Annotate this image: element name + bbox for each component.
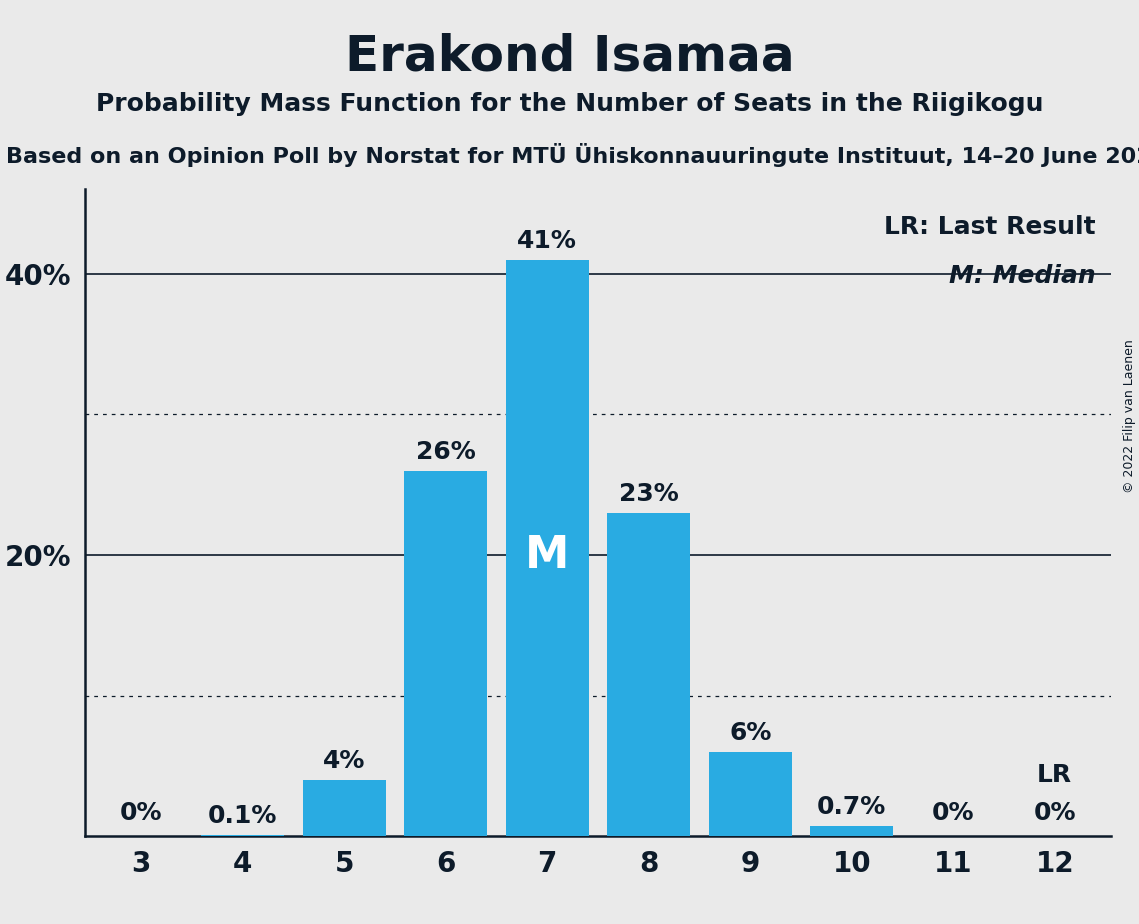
Text: Erakond Isamaa: Erakond Isamaa bbox=[345, 32, 794, 80]
Text: Probability Mass Function for the Number of Seats in the Riigikogu: Probability Mass Function for the Number… bbox=[96, 92, 1043, 116]
Text: 0%: 0% bbox=[120, 801, 163, 825]
Text: 41%: 41% bbox=[517, 229, 577, 252]
Bar bbox=[810, 826, 893, 836]
Bar bbox=[506, 260, 589, 836]
Text: 0.7%: 0.7% bbox=[817, 796, 886, 820]
Bar bbox=[303, 780, 386, 836]
Text: M: M bbox=[525, 533, 570, 577]
Text: 0%: 0% bbox=[932, 801, 975, 825]
Text: 23%: 23% bbox=[618, 481, 679, 505]
Text: LR: Last Result: LR: Last Result bbox=[884, 215, 1096, 239]
Text: 6%: 6% bbox=[729, 721, 771, 745]
Text: Based on an Opinion Poll by Norstat for MTÜ Ühiskonnauuringute Instituut, 14–20 : Based on an Opinion Poll by Norstat for … bbox=[6, 143, 1139, 167]
Text: M: Median: M: Median bbox=[949, 263, 1096, 287]
Text: 0.1%: 0.1% bbox=[208, 804, 278, 828]
Bar bbox=[404, 470, 487, 836]
Bar bbox=[708, 752, 792, 836]
Text: © 2022 Filip van Laenen: © 2022 Filip van Laenen bbox=[1123, 339, 1137, 492]
Bar bbox=[607, 513, 690, 836]
Text: 26%: 26% bbox=[416, 440, 476, 464]
Text: LR: LR bbox=[1038, 763, 1072, 787]
Text: 0%: 0% bbox=[1033, 801, 1076, 825]
Bar bbox=[202, 834, 285, 836]
Text: 4%: 4% bbox=[323, 749, 366, 773]
